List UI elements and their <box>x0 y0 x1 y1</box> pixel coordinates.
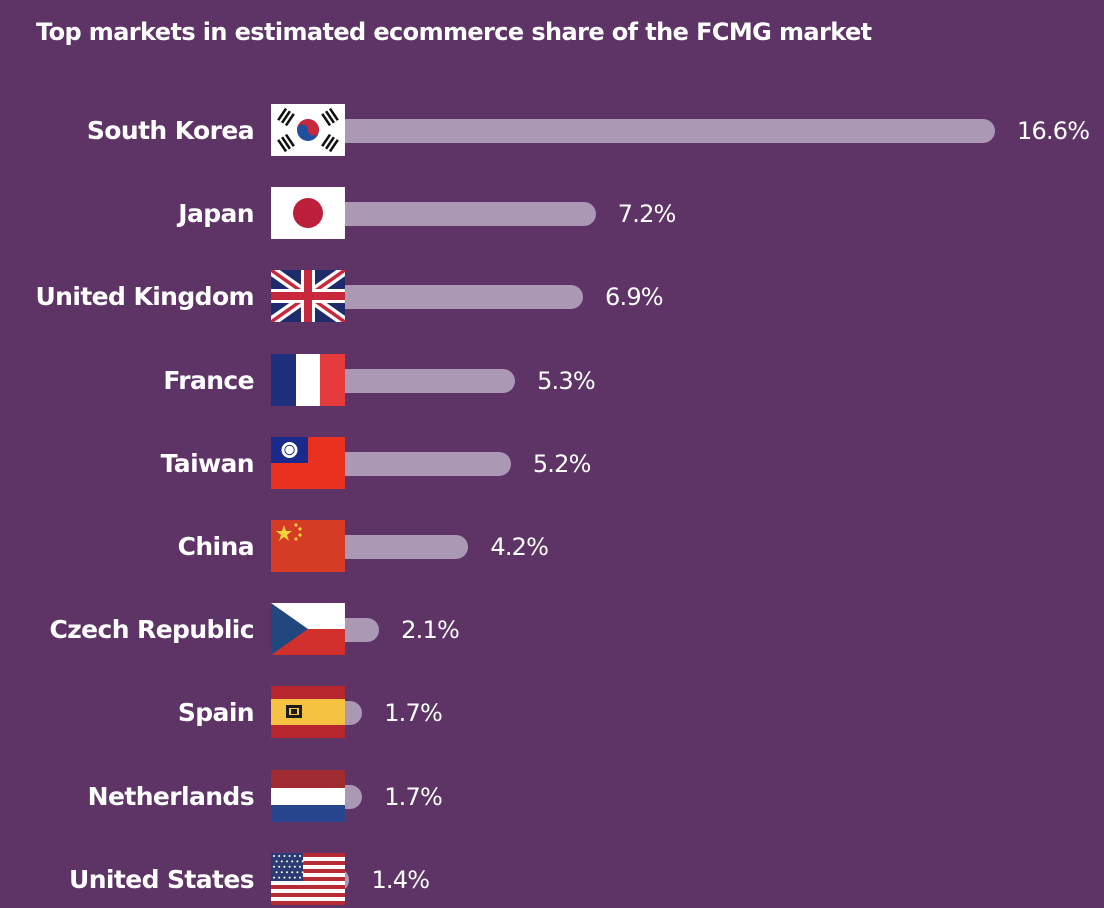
value-label: 1.4% <box>371 865 430 894</box>
category-label: Spain <box>177 698 255 728</box>
bar <box>290 119 995 143</box>
category-label: United States <box>69 864 255 894</box>
value-label: 1.7% <box>384 782 443 811</box>
category-label: Japan <box>178 199 254 229</box>
netherlands-flag-icon <box>271 769 345 822</box>
bar-row: Spain 1.7% <box>0 686 1104 740</box>
value-label: 5.2% <box>532 449 592 478</box>
category-label: Taiwan <box>160 448 255 478</box>
value-label: 4.2% <box>490 533 549 561</box>
bar-row: France 5.3% <box>0 353 1104 408</box>
category-label: France <box>163 365 254 395</box>
united-kingdom-flag-icon <box>271 270 345 323</box>
czech-republic-flag-icon <box>271 603 345 656</box>
bar-row: United States 1.4% <box>0 852 1104 907</box>
south-korea-flag-icon <box>271 104 345 156</box>
bar-row: United Kingdom 6.9% <box>0 270 1104 324</box>
bar-row: China 4.2% <box>0 520 1104 574</box>
united-states-flag-icon <box>271 852 345 905</box>
bar-row: South Korea 16.6% <box>0 104 1104 158</box>
category-label: United Kingdom <box>35 282 254 312</box>
china-flag-icon <box>271 520 345 572</box>
france-flag-icon <box>271 353 345 406</box>
category-label: China <box>177 532 255 561</box>
chart-title: Top markets in estimated ecommerce share… <box>36 18 872 46</box>
value-label: 16.6% <box>1017 117 1090 145</box>
value-label: 6.9% <box>605 283 664 312</box>
value-label: 1.7% <box>384 699 443 728</box>
japan-flag-icon <box>271 187 345 240</box>
taiwan-flag-icon <box>271 436 345 489</box>
category-label: Czech Republic <box>49 615 254 645</box>
category-label: Netherlands <box>87 781 255 811</box>
value-label: 7.2% <box>617 200 677 229</box>
spain-flag-icon <box>271 686 345 739</box>
category-label: South Korea <box>86 116 255 145</box>
value-label: 5.3% <box>537 366 596 395</box>
bar-row: Japan 7.2% <box>0 187 1104 241</box>
bar-row: Taiwan 5.2% <box>0 436 1104 491</box>
value-label: 2.1% <box>401 616 460 645</box>
bar-row: Czech Republic 2.1% <box>0 603 1104 657</box>
bar-row: Netherlands 1.7% <box>0 769 1104 824</box>
